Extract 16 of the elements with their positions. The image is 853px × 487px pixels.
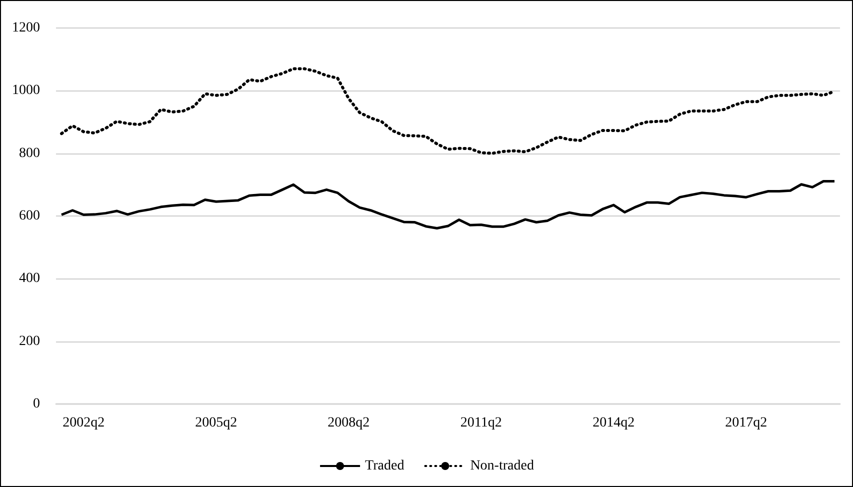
legend-label: Non-traded [470,458,534,474]
y-tick-label: 400 [19,271,40,286]
y-tick-label: 800 [19,146,40,161]
y-tick-label: 1000 [12,83,40,98]
y-tick-label: 200 [19,334,40,349]
x-tick-label: 2011q2 [460,416,502,430]
x-tick-label: 2014q2 [592,416,635,430]
y-tick-label: 600 [19,208,40,224]
x-tick-label: 2017q2 [725,416,768,430]
x-tick-label: 2008q2 [328,416,370,430]
x-tick-label: 2002q2 [62,416,105,430]
line-series [60,180,836,230]
y-tick-label: 0 [33,396,40,412]
y-tick-label: 1200 [12,20,40,36]
legend-label: Traded [365,458,404,474]
x-tick-label: 2005q2 [195,416,238,430]
